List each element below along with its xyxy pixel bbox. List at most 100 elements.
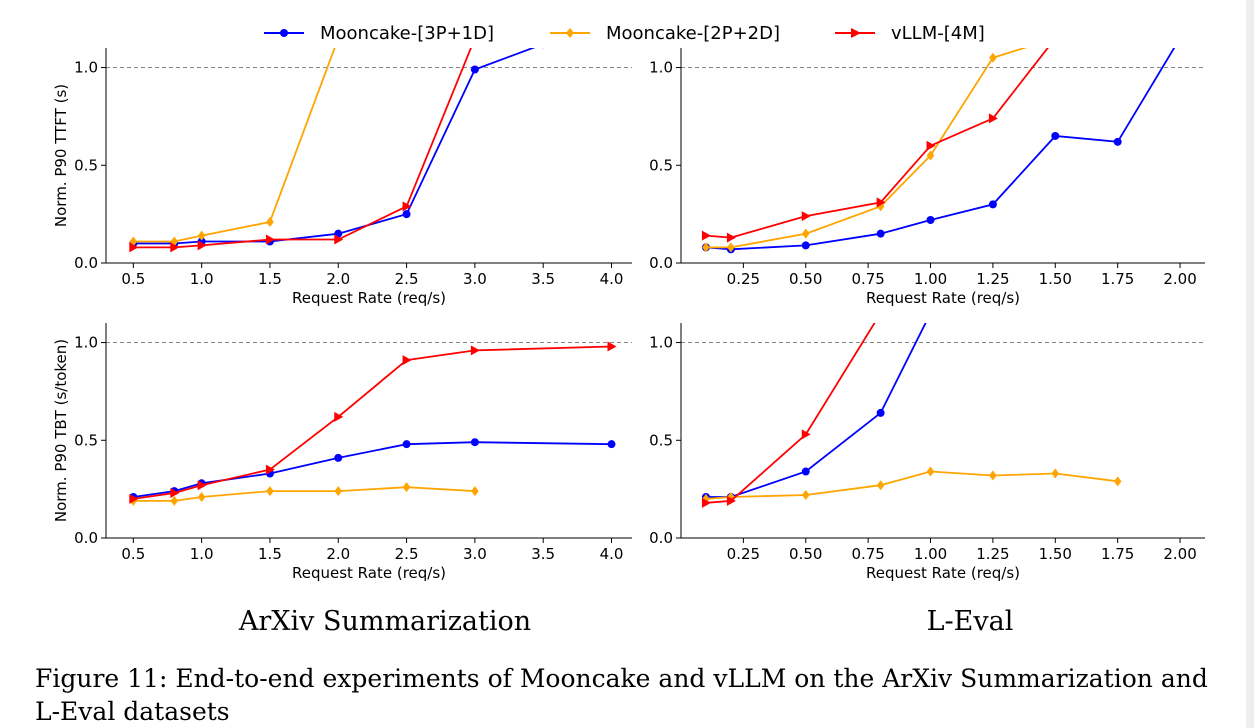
x-tick-label: 0.75 bbox=[851, 545, 884, 563]
series-line-vllm-4m bbox=[133, 345, 612, 500]
data-point-vllm-4m bbox=[701, 230, 711, 241]
y-tick-label: 0.0 bbox=[74, 254, 98, 272]
x-tick-label: 3.0 bbox=[463, 545, 487, 563]
data-point-mooncake-2p-2d bbox=[1113, 476, 1122, 487]
x-tick-label: 1.5 bbox=[258, 545, 282, 563]
data-point-vllm-4m bbox=[801, 429, 811, 440]
x-tick-label: 1.50 bbox=[1039, 545, 1072, 563]
data-point-vllm-4m bbox=[801, 211, 811, 222]
x-tick-label: 1.00 bbox=[914, 270, 947, 288]
data-point-mooncake-2p-2d bbox=[702, 242, 710, 253]
data-point-mooncake-3p-1d bbox=[876, 408, 885, 417]
data-point-vllm-4m bbox=[470, 345, 480, 356]
data-point-mooncake-3p-1d bbox=[542, 48, 545, 49]
series-line-mooncake-2p-2d bbox=[706, 48, 1028, 249]
x-tick-label: 2.5 bbox=[395, 270, 419, 288]
data-point-vllm-4m bbox=[726, 495, 736, 506]
y-tick-label: 0.0 bbox=[649, 529, 673, 547]
y-tick-label: 0.5 bbox=[649, 431, 673, 449]
series-group bbox=[701, 33, 1176, 254]
data-point-vllm-4m bbox=[726, 232, 736, 243]
data-point-vllm-4m bbox=[701, 497, 711, 508]
data-point-mooncake-3p-1d bbox=[1113, 137, 1122, 146]
x-axis-label: Request Rate (req/s) bbox=[866, 564, 1020, 582]
data-point-mooncake-2p-2d bbox=[702, 493, 710, 504]
x-tick-label: 0.25 bbox=[727, 545, 760, 563]
legend-marker-mooncake-3p1d bbox=[280, 29, 288, 37]
data-point-mooncake-3p-1d bbox=[927, 309, 935, 317]
data-point-mooncake-3p-1d bbox=[402, 440, 411, 449]
x-tick-label: 0.25 bbox=[727, 270, 760, 288]
legend: Mooncake-[3P+1D] Mooncake-[2P+2D] vLLM-[… bbox=[264, 23, 985, 44]
y-tick-label: 1.0 bbox=[74, 334, 98, 352]
data-point-mooncake-2p-2d bbox=[197, 230, 206, 241]
plot-tbt-arxiv: 0.5 1.0 1.5 2.0 2.5 3.0 3.5 4.0 0.0 0.5 1.0 Request… bbox=[52, 323, 632, 582]
series-group bbox=[129, 48, 545, 253]
x-axis-label: Request Rate (req/s) bbox=[292, 564, 446, 582]
data-point-mooncake-3p-1d bbox=[926, 216, 935, 224]
x-tick-label: 2.0 bbox=[326, 545, 350, 563]
y-axis-label: Norm. P90 TBT (s/token) bbox=[52, 339, 70, 522]
x-tick-label: 1.25 bbox=[976, 270, 1009, 288]
data-point-mooncake-2p-2d bbox=[801, 228, 810, 239]
series-line-mooncake-3p-1d bbox=[133, 48, 536, 245]
series-line-vllm-4m bbox=[133, 48, 472, 249]
data-point-mooncake-2p-2d bbox=[471, 486, 479, 497]
x-tick-label: 3.5 bbox=[531, 270, 555, 288]
data-point-vllm-4m bbox=[1051, 33, 1060, 43]
data-point-mooncake-2p-2d bbox=[1051, 33, 1059, 43]
x-tick-label: 1.25 bbox=[976, 545, 1009, 563]
y-tick-label: 0.5 bbox=[74, 156, 98, 174]
data-point-mooncake-2p-2d bbox=[402, 482, 411, 493]
column-title-l-eval: L-Eval bbox=[926, 606, 1014, 637]
x-tick-label: 1.0 bbox=[190, 270, 214, 288]
legend-label-vllm-4m: vLLM-[4M] bbox=[891, 23, 985, 44]
data-point-mooncake-3p-1d bbox=[334, 453, 343, 462]
data-point-mooncake-2p-2d bbox=[926, 150, 935, 161]
data-point-mooncake-2p-2d bbox=[170, 236, 179, 247]
series-line-mooncake-2p-2d bbox=[705, 470, 1118, 500]
y-tick-label: 1.0 bbox=[74, 59, 98, 77]
data-point-mooncake-3p-1d bbox=[801, 241, 810, 250]
data-point-mooncake-2p-2d bbox=[266, 216, 274, 227]
data-point-mooncake-2p-2d bbox=[876, 480, 885, 491]
x-tick-label: 1.0 bbox=[190, 545, 214, 563]
data-point-mooncake-3p-1d bbox=[470, 65, 479, 74]
series-group bbox=[129, 341, 617, 506]
plot-ttft-arxiv: 0.5 1.0 1.5 2.0 2.5 3.0 3.5 4.0 0.0 0.5 1.0 Request… bbox=[52, 48, 632, 307]
data-point-vllm-4m bbox=[170, 488, 180, 499]
data-point-vllm-4m bbox=[402, 355, 412, 366]
data-point-mooncake-2p-2d bbox=[989, 470, 997, 481]
data-point-mooncake-2p-2d bbox=[801, 490, 810, 500]
data-point-vllm-4m bbox=[197, 480, 207, 491]
x-tick-label: 0.50 bbox=[789, 270, 822, 288]
y-tick-label: 1.0 bbox=[649, 59, 673, 77]
data-point-mooncake-2p-2d bbox=[989, 52, 997, 63]
data-point-mooncake-3p-1d bbox=[876, 229, 885, 238]
column-title-arxiv: ArXiv Summarization bbox=[238, 606, 532, 637]
data-point-vllm-4m bbox=[129, 242, 139, 253]
data-point-mooncake-3p-1d bbox=[801, 467, 810, 476]
x-axis-label: Request Rate (req/s) bbox=[866, 289, 1020, 307]
data-point-mooncake-3p-1d bbox=[402, 210, 411, 219]
x-tick-label: 0.50 bbox=[789, 545, 822, 563]
x-tick-label: 4.0 bbox=[600, 545, 624, 563]
data-point-mooncake-2p-2d bbox=[1051, 468, 1060, 479]
data-point-vllm-4m bbox=[265, 464, 275, 475]
x-tick-label: 3.0 bbox=[463, 270, 487, 288]
series-line-mooncake-3p-1d bbox=[705, 48, 1176, 251]
figure-caption: Figure 11: End-to-end experiments of Moo… bbox=[35, 664, 1208, 726]
legend-marker-vllm-4m bbox=[851, 28, 861, 38]
legend-marker-mooncake-2p2d bbox=[566, 28, 574, 38]
x-tick-label: 1.00 bbox=[914, 545, 947, 563]
x-tick-label: 0.75 bbox=[851, 270, 884, 288]
x-tick-label: 1.50 bbox=[1039, 270, 1072, 288]
data-point-vllm-4m bbox=[265, 234, 275, 245]
x-tick-label: 3.5 bbox=[531, 545, 555, 563]
page-edge bbox=[1246, 0, 1254, 728]
series-line-vllm-4m bbox=[705, 323, 876, 504]
data-point-vllm-4m bbox=[607, 341, 617, 352]
x-tick-label: 0.5 bbox=[121, 545, 145, 563]
y-tick-label: 0.0 bbox=[649, 254, 673, 272]
